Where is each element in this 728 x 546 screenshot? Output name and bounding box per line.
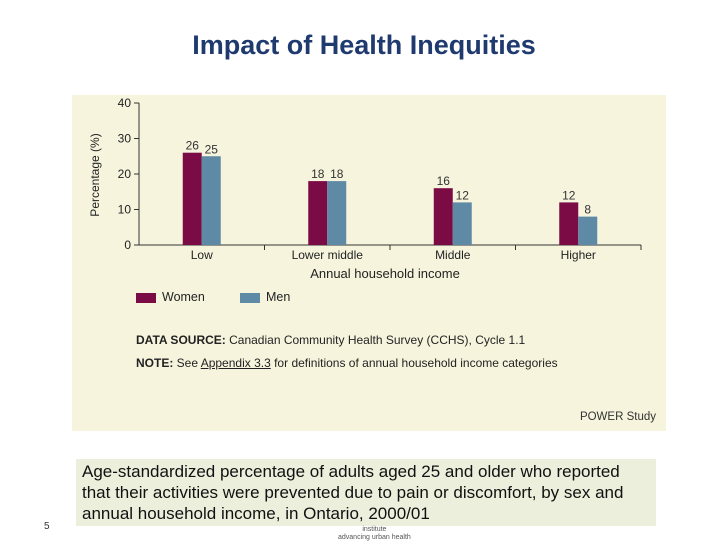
bar-women-2 [433,188,453,245]
bar-men-1 [327,181,347,245]
bar-women-3 [559,202,579,245]
chart-note: NOTE: See Appendix 3.3 for definitions o… [136,356,576,371]
data-label: 18 [330,167,344,181]
x-tick-label: Low [191,248,213,262]
footer-logo: institute advancing urban health [338,526,411,542]
data-source: DATA SOURCE: Canadian Community Health S… [136,333,525,347]
data-label: 8 [584,203,591,217]
slide-title: Impact of Health Inequities [192,30,536,60]
data-label: 26 [186,139,200,153]
bar-men-2 [452,202,472,245]
data-label: 12 [562,188,576,202]
appendix-link[interactable]: Appendix 3.3 [200,356,271,370]
chart-panel [72,95,666,431]
bar-men-3 [578,216,598,245]
note-pre: See [173,356,201,370]
x-tick-label: Higher [561,248,596,262]
data-label: 16 [437,174,451,188]
legend-swatch-women [136,292,156,303]
x-tick-label: Middle [435,248,471,262]
data-label: 25 [205,142,219,156]
data-source-text: Canadian Community Health Survey (CCHS),… [225,333,526,347]
legend-swatch-men [240,292,260,303]
bar-chart: 0 10 20 30 40 26 25 18 18 16 12 12 8 Low Lower middl… [88,96,642,281]
y-tick-label: 20 [118,167,132,181]
y-tick-label: 10 [118,203,132,217]
y-tick-label: 0 [124,238,131,252]
bar-men-0 [201,156,221,245]
y-tick-label: 30 [118,132,132,146]
legend-label-men: Men [266,290,291,304]
legend-label-women: Women [162,290,205,304]
data-source-label: DATA SOURCE: [136,333,226,347]
y-ticks: 0 10 20 30 40 [118,96,139,252]
study-credit: POWER Study [579,411,656,423]
bar-women-1 [308,181,328,245]
footer-logo-name: institute [362,526,387,533]
data-label: 18 [311,167,325,181]
data-label: 12 [456,188,470,202]
x-tick-label: Lower middle [292,248,364,262]
figure-caption: Age-standardized percentage of adults ag… [76,459,656,526]
y-tick-label: 40 [118,96,132,110]
bar-women-0 [182,152,202,245]
x-ticks: Low Lower middle Middle Higher [191,245,642,262]
legend-item-women: Women [136,290,205,304]
legend-item-men: Men [240,290,290,304]
y-axis-label: Percentage (%) [88,133,102,216]
slide-number: 5 [44,521,50,532]
footer-logo-tagline: advancing urban health [338,534,411,541]
bars: 26 25 18 18 16 12 12 8 [182,139,598,245]
x-axis-label: Annual household income [310,266,460,281]
note-post: for definitions of annual household inco… [270,356,558,370]
note-label: NOTE: [136,356,174,370]
